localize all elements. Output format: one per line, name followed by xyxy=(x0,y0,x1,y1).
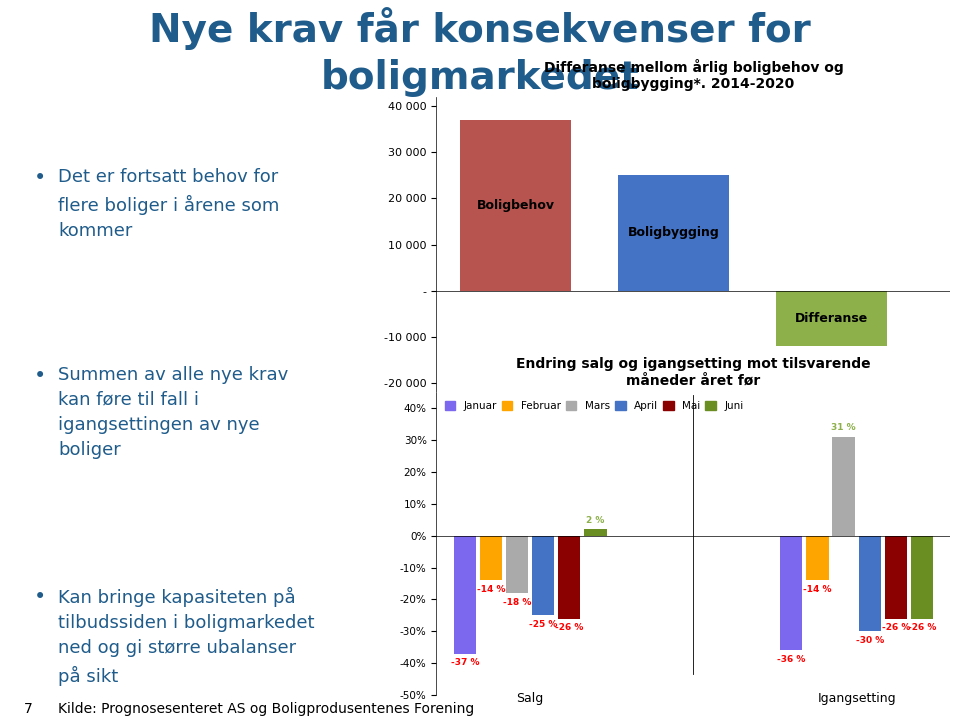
Text: Nye krav får konsekvenser for
boligmarkedet: Nye krav får konsekvenser for boligmarke… xyxy=(149,7,811,97)
Text: Kan bringe kapasiteten på
tilbudssiden i boligmarkedet
ned og gi større ubalanse: Kan bringe kapasiteten på tilbudssiden i… xyxy=(58,587,315,686)
Bar xyxy=(780,536,803,650)
Bar xyxy=(911,536,933,618)
Bar xyxy=(585,529,607,536)
Bar xyxy=(454,536,476,654)
Text: 31 %: 31 % xyxy=(831,424,855,432)
Bar xyxy=(806,536,828,581)
Text: •: • xyxy=(34,366,46,386)
Text: -26 %: -26 % xyxy=(555,623,584,632)
Bar xyxy=(858,536,880,631)
Title: Differanse mellom årlig boligbehov og
boligbygging*. 2014-2020: Differanse mellom årlig boligbehov og bo… xyxy=(543,59,843,91)
Text: Igangsetting: Igangsetting xyxy=(817,692,896,705)
Text: -30 %: -30 % xyxy=(855,636,884,645)
Legend: Januar, Februar, Mars, April, Mai, Juni: Januar, Februar, Mars, April, Mai, Juni xyxy=(442,397,747,414)
Text: 7: 7 xyxy=(24,702,33,716)
Text: Salg: Salg xyxy=(516,692,544,705)
Bar xyxy=(777,291,887,346)
Text: -26 %: -26 % xyxy=(907,623,936,632)
Bar xyxy=(506,536,528,593)
Text: *Basert på  en oversikt fra Boligprodusentene
og Prognosesenteret (SSBs middelsa: *Basert på en oversikt fra Boligprodusen… xyxy=(590,407,840,454)
Text: Boligbehov: Boligbehov xyxy=(476,199,555,211)
Text: -37 %: -37 % xyxy=(450,658,479,668)
Text: -36 %: -36 % xyxy=(777,655,805,664)
Text: -26 %: -26 % xyxy=(881,623,910,632)
Text: Kilde: Prognosesenteret AS og Boligprodusentenes Forening: Kilde: Prognosesenteret AS og Boligprodu… xyxy=(58,702,474,716)
Text: -14 %: -14 % xyxy=(477,585,505,594)
Text: •: • xyxy=(34,587,46,607)
Text: Det er fortsatt behov for
flere boliger i årene som
kommer: Det er fortsatt behov for flere boliger … xyxy=(58,169,279,240)
Text: -18 %: -18 % xyxy=(503,598,532,607)
Text: Boligbygging: Boligbygging xyxy=(628,227,719,240)
Text: 2 %: 2 % xyxy=(587,515,605,525)
Text: Differanse: Differanse xyxy=(795,312,869,325)
Text: -25 %: -25 % xyxy=(529,620,558,629)
Bar xyxy=(832,437,854,536)
Bar xyxy=(885,536,907,618)
Text: -14 %: -14 % xyxy=(804,585,831,594)
Bar xyxy=(559,536,581,618)
Bar xyxy=(460,119,571,291)
Text: Summen av alle nye krav
kan føre til fall i
igangsettingen av nye
boliger: Summen av alle nye krav kan føre til fal… xyxy=(58,366,288,459)
Text: •: • xyxy=(34,169,46,188)
Bar xyxy=(480,536,502,581)
Bar xyxy=(532,536,554,615)
Bar xyxy=(618,175,729,291)
Title: Endring salg og igangsetting mot tilsvarende
måneder året før: Endring salg og igangsetting mot tilsvar… xyxy=(516,357,871,387)
